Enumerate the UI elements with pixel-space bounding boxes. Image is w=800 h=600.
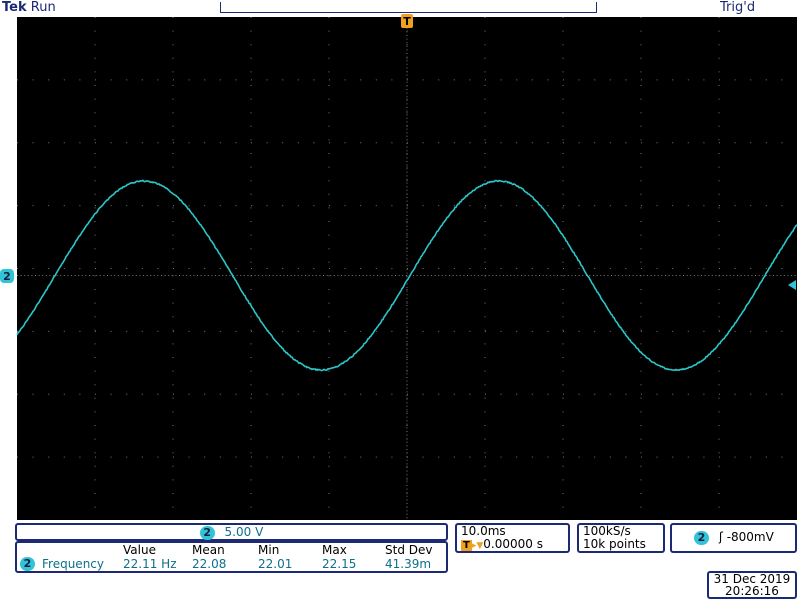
measurement-value: 22.08	[192, 557, 226, 571]
measurement-value: 22.01	[258, 557, 292, 571]
record-length: 10k points	[583, 538, 663, 551]
arrow-icon: ▸▼	[472, 541, 483, 551]
column-header: Min	[258, 543, 279, 557]
trigger-marker: T	[403, 15, 411, 28]
column-header: Std Dev	[385, 543, 432, 557]
column-header: Value	[123, 543, 156, 557]
column-header: Mean	[192, 543, 225, 557]
timebase-box: 10.0ms T ▸▼0.00000 s	[455, 523, 570, 553]
channel-scale: 5.00 V	[225, 525, 264, 539]
trigger-level: -800mV	[727, 530, 774, 544]
measurement-channel: 2	[20, 557, 35, 571]
measurement-value: 22.15	[322, 557, 356, 571]
column-header: Max	[322, 543, 347, 557]
channel-box: 2 5.00 V	[15, 523, 448, 541]
measurement-name: Frequency	[42, 557, 104, 571]
slope-icon: ʃ	[719, 530, 723, 544]
measurement-value: 22.11 Hz	[123, 557, 177, 571]
display: T 2	[0, 0, 800, 522]
time: 20:26:16	[709, 585, 795, 597]
trigger-channel: 2	[694, 531, 709, 545]
measurement-value: 41.39m	[385, 557, 431, 571]
channel-marker: 2	[3, 270, 11, 283]
channel-badge: 2	[200, 526, 215, 540]
measurement-box: Value Mean Min Max Std Dev 2 Frequency 2…	[15, 541, 448, 573]
acquisition-box: 100kS/s 10k points	[577, 523, 665, 553]
datetime-box: 31 Dec 2019 20:26:16	[707, 571, 797, 599]
trigger-box: 2 ʃ -800mV	[670, 523, 797, 553]
timebase-position: 0.00000 s	[483, 537, 543, 551]
trigger-icon: T	[461, 540, 472, 551]
